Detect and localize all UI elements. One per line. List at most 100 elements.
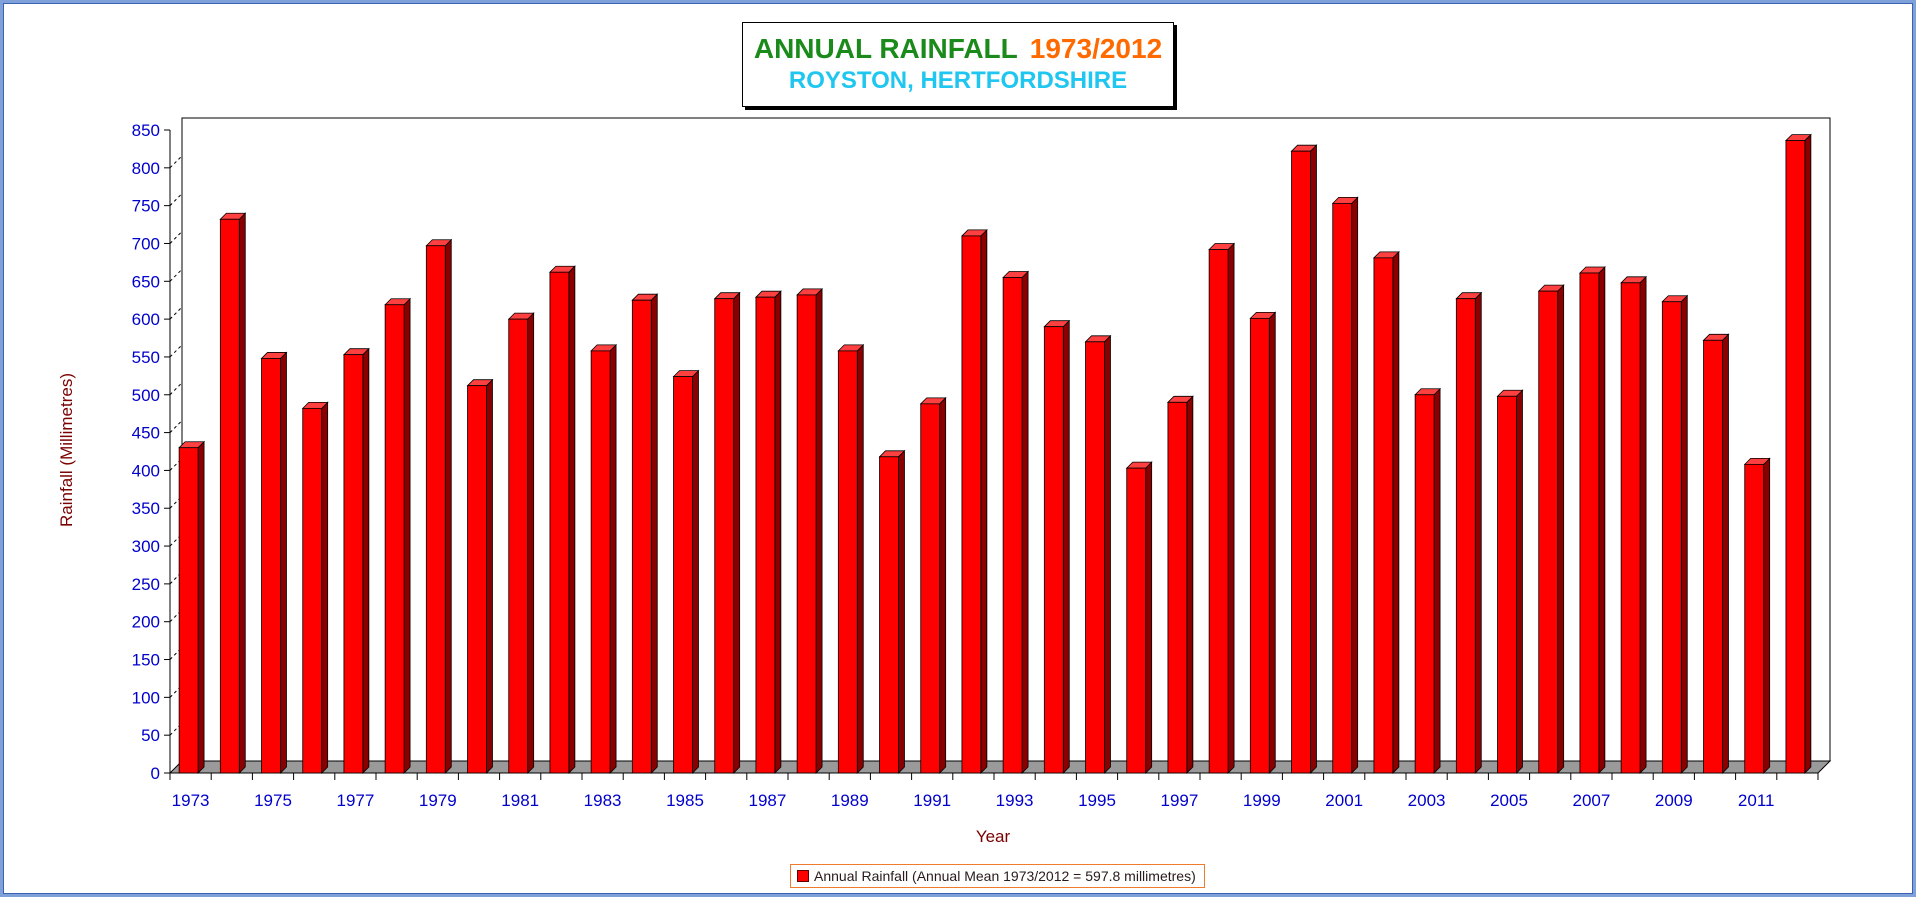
bar-front xyxy=(1455,298,1476,774)
x-tick-label: 1999 xyxy=(1243,791,1281,810)
legend-swatch xyxy=(797,870,809,882)
x-tick-label: 2003 xyxy=(1408,791,1446,810)
bar xyxy=(1043,319,1071,774)
x-tick-label: 1997 xyxy=(1160,791,1198,810)
grid-line-side xyxy=(169,155,183,169)
bar-front xyxy=(343,354,364,774)
x-tick-label: 1977 xyxy=(336,791,374,810)
x-tick-label: 2009 xyxy=(1655,791,1693,810)
bar-front xyxy=(1414,394,1435,774)
x-tick-label: 2005 xyxy=(1490,791,1528,810)
bar-side xyxy=(1310,144,1317,774)
y-tick-label: 100 xyxy=(132,688,160,707)
y-tick-label: 500 xyxy=(132,386,160,405)
bar-front xyxy=(1579,272,1600,774)
bar-front xyxy=(796,294,817,774)
chart-subtitle: ROYSTON, HERTFORDSHIRE xyxy=(788,67,1128,94)
bar-front xyxy=(1785,140,1806,774)
y-tick-label: 150 xyxy=(132,651,160,670)
y-tick-label: 700 xyxy=(132,234,160,253)
y-axis-title: Rainfall (Millimetres) xyxy=(57,373,76,527)
bar-front xyxy=(1620,282,1641,774)
bar xyxy=(837,343,865,774)
bar-side xyxy=(280,351,287,774)
y-tick-label: 350 xyxy=(132,499,160,518)
y-tick-label: 550 xyxy=(132,348,160,367)
bar-front xyxy=(837,350,858,774)
legend: Annual Rainfall (Annual Mean 1973/2012 =… xyxy=(790,864,1205,888)
bar-front xyxy=(1703,339,1723,774)
y-tick-label: 250 xyxy=(132,575,160,594)
x-tick-label: 1987 xyxy=(748,791,786,810)
bar-side xyxy=(1145,461,1153,774)
bars xyxy=(178,133,1812,774)
title-main: ANNUAL RAINFALL xyxy=(753,33,1018,64)
bar-front xyxy=(219,218,240,774)
bar xyxy=(796,287,824,774)
bar-front xyxy=(1085,341,1105,774)
bar-front xyxy=(384,304,405,774)
bar xyxy=(1249,311,1277,774)
y-tick-label: 400 xyxy=(132,461,160,480)
bar xyxy=(548,265,576,774)
bar xyxy=(878,449,906,774)
bar-side xyxy=(815,287,823,774)
bar-side xyxy=(980,228,988,774)
bar-front xyxy=(1538,290,1559,774)
bar-front xyxy=(1249,317,1270,774)
x-tick-label: 1993 xyxy=(996,791,1034,810)
bar-side xyxy=(1639,275,1647,774)
bar-front xyxy=(1002,277,1023,774)
x-tick-label: 2011 xyxy=(1738,791,1775,810)
chart-title: ANNUAL RAINFALL 1973/2012 xyxy=(743,32,1173,66)
bar-front xyxy=(714,298,735,774)
bar-side xyxy=(1557,284,1565,774)
chart-title-box: ANNUAL RAINFALL 1973/2012 ROYSTON, HERTFO… xyxy=(742,22,1174,107)
bar-side xyxy=(1021,270,1029,774)
bar-side xyxy=(650,293,658,774)
bar-side xyxy=(1186,395,1194,774)
bar xyxy=(384,297,412,774)
bar-side xyxy=(403,297,411,774)
y-tick-label: 50 xyxy=(141,726,160,745)
bar xyxy=(1208,242,1236,774)
bar-front xyxy=(961,235,982,774)
bar xyxy=(1455,291,1483,774)
bar-side xyxy=(444,238,452,774)
bar-side xyxy=(1268,311,1276,774)
bar-front xyxy=(425,245,446,774)
tick-labels: 0 50 100 150 200 250 300 350 400 450 500 550 600 650 7… xyxy=(132,121,1775,810)
bar xyxy=(1002,270,1030,774)
bar xyxy=(1743,457,1771,774)
bar-front xyxy=(467,385,487,774)
bar-side xyxy=(1598,266,1606,774)
bar xyxy=(178,440,206,774)
bar-side xyxy=(1392,250,1400,774)
x-tick-label: 1973 xyxy=(172,791,210,810)
bar-side xyxy=(1680,294,1688,774)
bar xyxy=(1290,144,1318,774)
grid-line-side xyxy=(169,420,183,433)
bar-front xyxy=(1332,202,1353,774)
bar xyxy=(1331,196,1359,774)
bar xyxy=(301,401,329,774)
grid-line-side xyxy=(169,344,183,358)
bar-side xyxy=(486,378,493,774)
bar-front xyxy=(1291,150,1311,774)
bar-front xyxy=(302,407,323,774)
bar-front xyxy=(590,350,611,774)
bar xyxy=(1578,266,1606,774)
bar xyxy=(1414,387,1442,774)
bar xyxy=(1537,284,1565,774)
x-tick-label: 1991 xyxy=(913,791,951,810)
bar xyxy=(713,291,741,774)
grid-line-side xyxy=(169,193,183,207)
bar xyxy=(507,312,535,774)
bar-side xyxy=(939,396,947,774)
title-years: 1973/2012 xyxy=(1029,33,1163,64)
grid-line-side xyxy=(169,231,183,244)
bar-side xyxy=(1104,334,1111,774)
bar-side xyxy=(1474,291,1482,774)
bar xyxy=(919,396,947,774)
